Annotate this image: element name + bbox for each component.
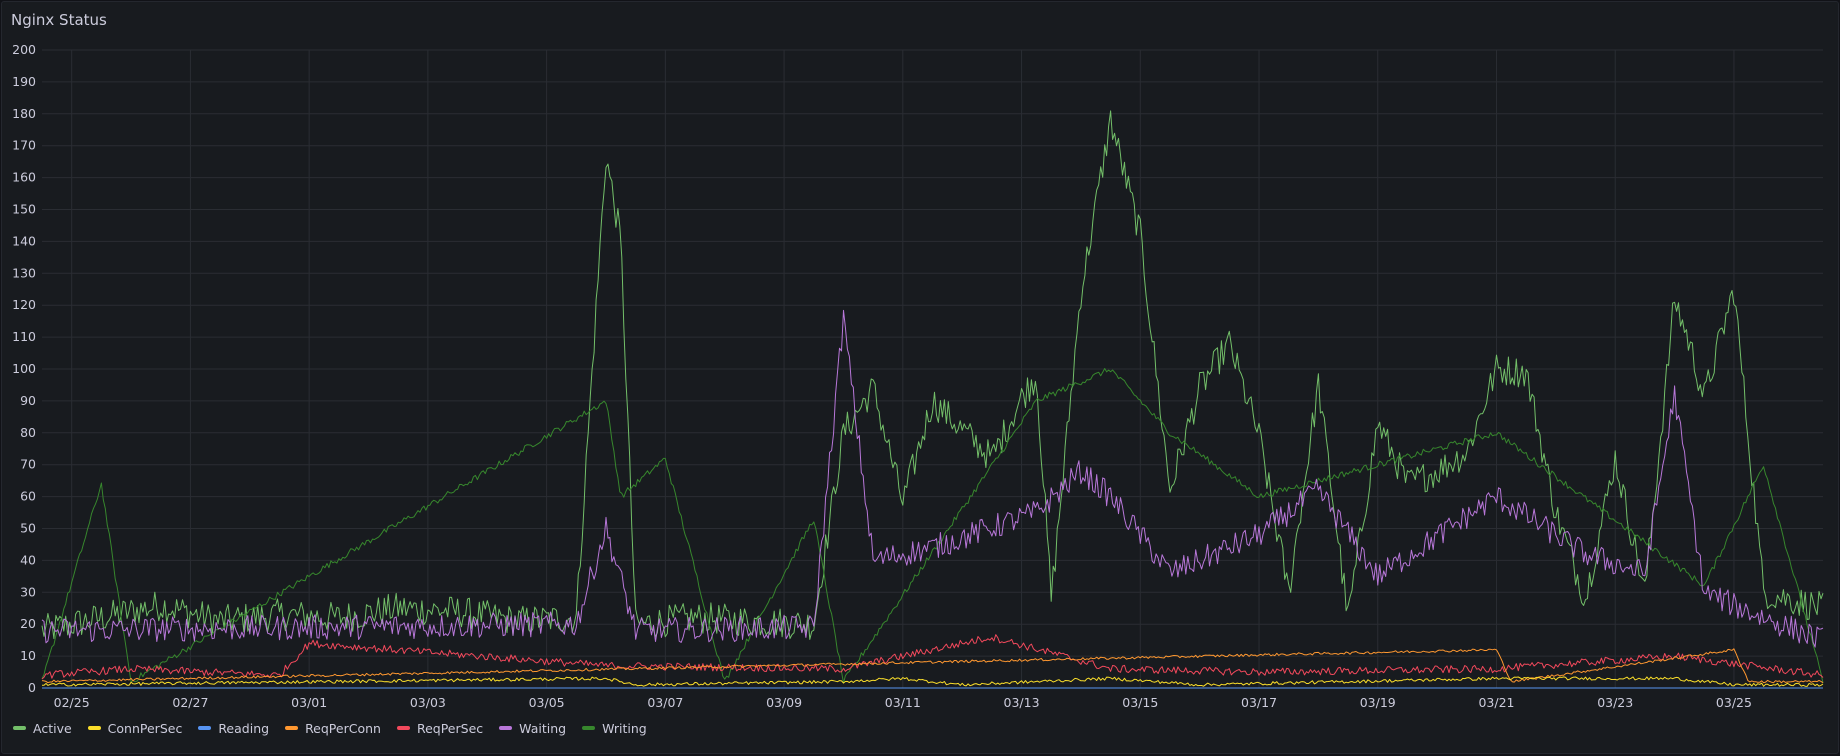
x-tick-label: 03/15 [1122,695,1158,710]
x-tick-label: 03/21 [1478,695,1514,710]
legend-swatch [285,726,299,730]
legend-label: ReqPerSec [416,720,484,736]
legend-item-active[interactable]: Active [13,721,72,736]
x-tick-label: 02/27 [172,695,208,710]
y-tick-label: 30 [20,584,36,599]
y-tick-label: 90 [20,393,36,408]
y-tick-label: 170 [12,138,36,153]
legend-item-reqpersec[interactable]: ReqPerSec [396,720,484,736]
y-tick-label: 150 [12,202,36,217]
legend-item-reading[interactable]: Reading [198,721,269,736]
legend-label: Writing [602,720,647,736]
y-tick-label: 200 [12,42,36,57]
y-tick-label: 40 [20,552,36,567]
x-tick-label: 03/07 [647,695,683,710]
series-line-connpersec [42,676,1824,687]
y-tick-label: 140 [12,233,36,248]
series-line-active [41,110,1824,640]
series-line-writing [41,368,1824,684]
legend-label: Waiting [519,720,567,736]
x-tick-label: 03/19 [1360,695,1396,710]
legend-label: Reading [218,720,270,736]
y-tick-label: 80 [20,425,36,440]
legend-swatch [13,726,26,730]
x-tick-label: 02/25 [54,695,90,710]
y-tick-label: 20 [20,616,36,631]
y-tick-label: 180 [12,106,36,121]
x-tick-label: 03/23 [1597,695,1633,710]
y-tick-label: 0 [28,680,36,695]
x-tick-label: 03/05 [529,695,565,710]
x-tick-label: 03/01 [291,695,327,710]
y-tick-label: 190 [12,74,36,89]
legend-swatch [87,726,101,730]
y-tick-label: 120 [12,297,36,312]
legend-item-connpersec[interactable]: ConnPerSec [87,720,183,736]
legend-swatch [396,726,410,730]
legend-item-waiting[interactable]: Waiting [499,721,566,736]
legend-label: ConnPerSec [107,720,183,736]
y-tick-label: 130 [12,265,36,280]
y-tick-label: 100 [12,361,36,376]
series-line-reqpersec [41,634,1824,680]
x-tick-label: 03/13 [1004,695,1040,710]
x-tick-label: 03/03 [410,695,446,710]
y-tick-label: 50 [20,521,36,536]
legend-swatch [198,726,212,730]
x-tick-label: 03/25 [1716,695,1752,710]
x-tick-label: 03/09 [766,695,802,710]
y-tick-label: 60 [20,489,36,504]
legend-swatch [582,726,596,730]
y-tick-label: 10 [20,648,36,663]
legend-item-reqperconn[interactable]: ReqPerConn [285,721,381,736]
legend-swatch [499,726,513,730]
x-tick-label: 03/11 [885,695,921,710]
panel-title[interactable]: Nginx Status [11,11,107,29]
legend-item-writing[interactable]: Writing [582,721,647,736]
series-line-waiting [41,309,1824,648]
legend-label: ReqPerConn [305,720,381,736]
y-tick-label: 70 [20,457,36,472]
y-tick-label: 160 [12,170,36,185]
legend-label: Active [33,720,72,736]
x-tick-label: 03/17 [1241,695,1277,710]
chart-legend: Active ConnPerSec Reading ReqPerConn ReqPerS… [13,719,647,737]
y-tick-label: 110 [12,329,36,344]
